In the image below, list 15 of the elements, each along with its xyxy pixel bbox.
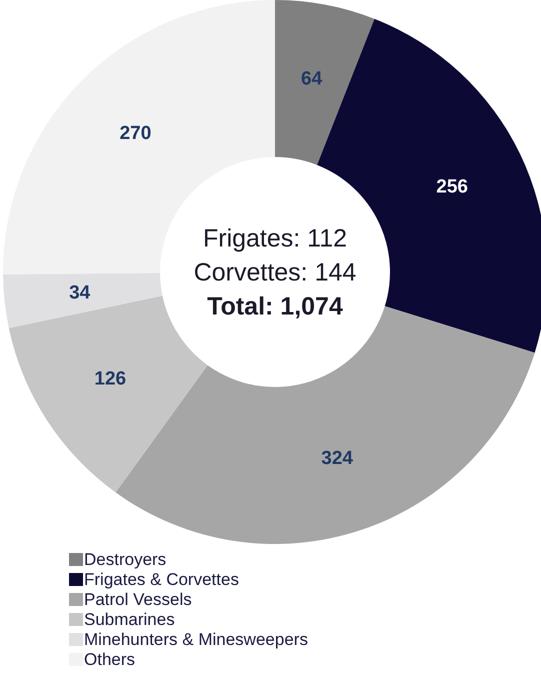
legend-label: Submarines xyxy=(84,610,175,629)
data-label: 34 xyxy=(69,282,91,304)
legend-label: Frigates & Corvettes xyxy=(84,570,239,589)
legend-label: Destroyers xyxy=(84,550,166,569)
text: Frigates: 112 xyxy=(202,224,348,252)
legend-label: Patrol Vessels xyxy=(84,590,192,609)
data-label: 126 xyxy=(94,368,126,390)
data-label: 270 xyxy=(120,123,152,144)
legend-label: Others xyxy=(84,650,136,669)
text: Corvettes: 144 xyxy=(194,258,356,286)
data-label: 256 xyxy=(436,176,468,198)
data-label: 64 xyxy=(301,68,323,90)
data-label: 324 xyxy=(321,448,354,469)
text: Total: 1,074 xyxy=(207,292,343,320)
legend-label: Minehunters & Minesweepers xyxy=(84,630,308,649)
